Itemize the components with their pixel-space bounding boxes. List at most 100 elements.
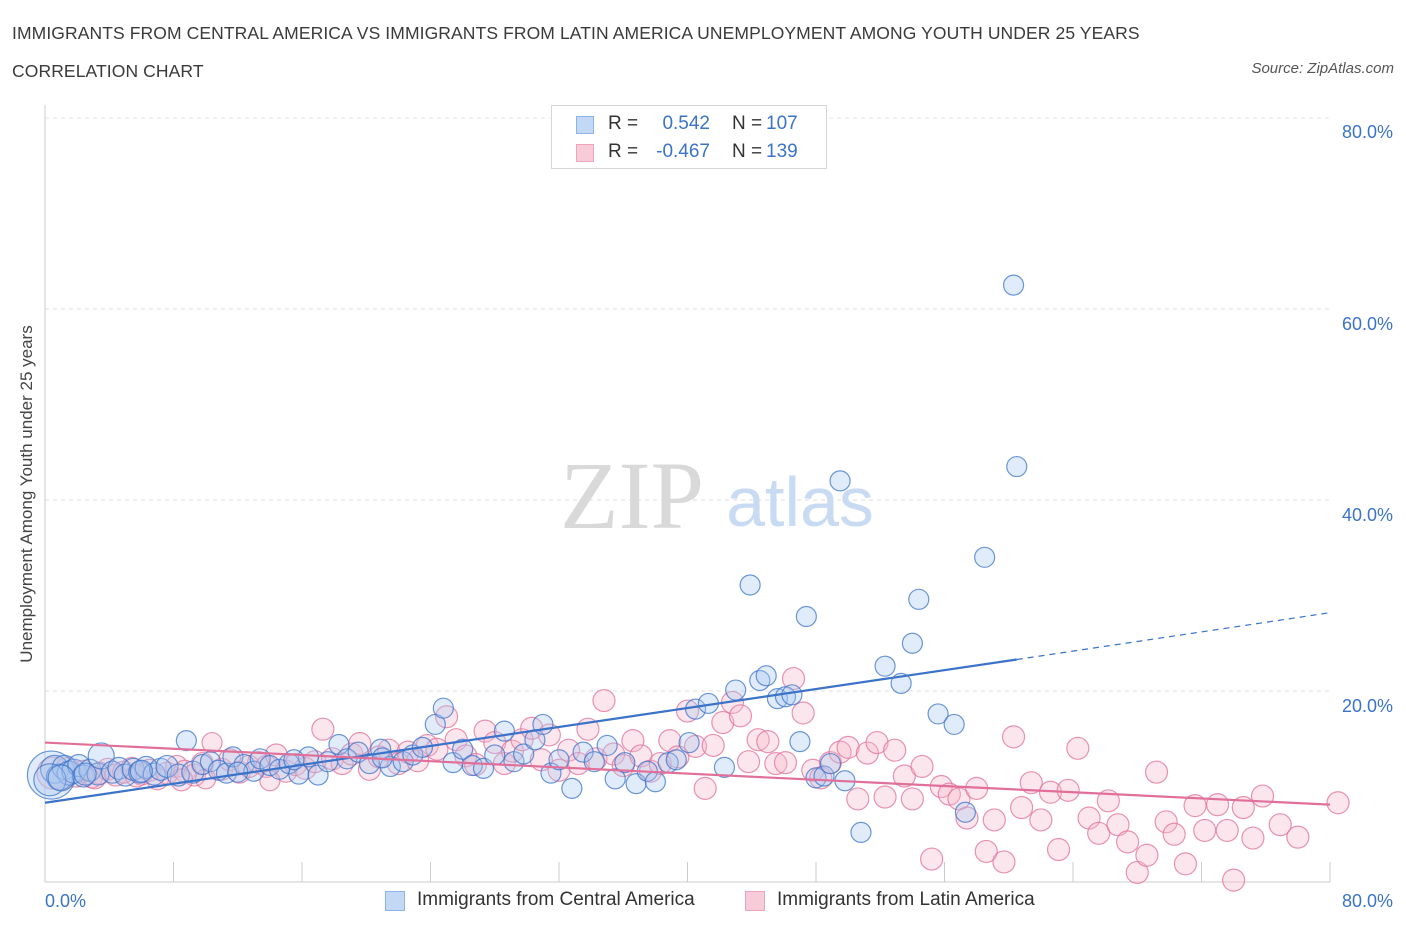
central-america-point [755, 665, 777, 687]
central-america-point [927, 703, 949, 725]
central-america-point [604, 768, 626, 790]
central-america-point [819, 752, 842, 775]
legend-swatch-blue [385, 891, 405, 911]
latin-america-point [910, 754, 934, 779]
latin-america-point [1241, 826, 1265, 850]
legend-label-central-america: Immigrants from Central America [417, 889, 695, 910]
latin-america-point [1154, 810, 1178, 834]
central-america-point [227, 761, 249, 783]
central-america-point [128, 760, 152, 784]
latin-america-point [1268, 813, 1292, 837]
latin-america-point [1205, 793, 1230, 817]
latin-america-point [974, 839, 998, 864]
r-value-pink: -0.467 [656, 141, 710, 162]
latin-america-point [1144, 760, 1169, 784]
grid-lines [45, 117, 1330, 692]
central-america-point [850, 821, 872, 843]
legend-label-latin-america: Immigrants from Latin America [777, 889, 1035, 910]
latin-america-point [1222, 868, 1246, 892]
central-america-point [1002, 274, 1025, 296]
central-america-point [725, 679, 747, 701]
central-america-point [432, 697, 454, 719]
y-axis-label: Unemployment Among Youth under 25 years [17, 325, 36, 663]
central-america-point [73, 762, 97, 786]
latin-america-point [1215, 818, 1239, 843]
central-america-point [974, 546, 996, 568]
latin-america-point [746, 728, 770, 752]
latin-america-point [1116, 830, 1140, 854]
n-value-blue: 107 [766, 113, 798, 134]
central-america-point [795, 605, 817, 628]
source-label: Source: ZipAtlas.com [1251, 60, 1394, 77]
central-america-point [596, 734, 618, 757]
legend-swatch-pink [576, 144, 594, 162]
latin-america-point [865, 730, 889, 755]
central-america-point [739, 574, 761, 596]
central-america-point [1006, 455, 1028, 478]
central-america-point [583, 751, 605, 773]
latin-america-point [1193, 818, 1217, 843]
central-america-point [149, 757, 173, 781]
central-america-point [199, 751, 222, 773]
central-america-point [166, 763, 190, 787]
latin-america-point [1001, 725, 1026, 749]
central-america-point [781, 684, 803, 706]
latin-america-point [1162, 822, 1186, 846]
central-america-point [678, 731, 700, 754]
latin-america-point [873, 785, 897, 809]
latin-america-point [1326, 791, 1350, 815]
central-america-point [789, 731, 811, 753]
latin-america-point [920, 847, 944, 871]
latin-america-point [955, 806, 979, 830]
latin-america-point [773, 751, 798, 775]
latin-america-point [728, 704, 753, 728]
latin-america-point [736, 750, 761, 774]
legend-swatch-blue [576, 116, 594, 134]
central-america-point [805, 767, 827, 789]
central-america-point [47, 764, 75, 792]
latin-america-point [711, 710, 735, 735]
n-label: N = [732, 113, 763, 134]
latin-america-point [756, 730, 780, 754]
latin-america-point [781, 666, 806, 691]
latin-america-point [434, 705, 459, 729]
central-america-point [379, 755, 401, 778]
y-tick-label: 40.0% [1341, 505, 1393, 525]
central-america-point [452, 738, 474, 760]
latin-america-point [1087, 821, 1111, 845]
central-america-point [288, 763, 310, 785]
central-america-point [713, 756, 736, 779]
latin-america-point [1029, 808, 1053, 832]
latin-america-point [1173, 852, 1198, 876]
central-america-point [614, 752, 636, 774]
trend-lines [44, 612, 1331, 806]
latin-america-point [1135, 843, 1159, 867]
central-america-point [908, 588, 930, 610]
n-label: N = [732, 141, 763, 162]
latin-america-point [1286, 825, 1310, 849]
y-tick-label: 60.0% [1341, 314, 1393, 334]
central-america-point [33, 763, 67, 797]
central-america-point [548, 749, 570, 771]
trend-line-central-america-projection [1016, 612, 1331, 661]
latin-america-point [836, 735, 860, 759]
central-america-point [191, 753, 214, 776]
latin-america-point [1250, 784, 1275, 808]
latin-america-point [1009, 795, 1034, 820]
x-tick-label: 0.0% [45, 891, 87, 911]
central-america-point [943, 713, 965, 736]
y-tick-label: 20.0% [1341, 696, 1393, 716]
legend-swatch-pink [745, 891, 765, 911]
latin-america-point [883, 738, 907, 762]
latin-america-point [1046, 837, 1071, 862]
x-tick-label: 80.0% [1341, 891, 1393, 911]
r-value-blue: 0.542 [662, 113, 710, 134]
latin-america-point [1231, 795, 1255, 820]
chart-title: IMMIGRANTS FROM CENTRAL AMERICA VS IMMIG… [12, 23, 1140, 81]
trend-line-latin-america [44, 741, 1331, 806]
central-america-point [874, 655, 896, 677]
latin-america-point [764, 751, 788, 776]
axes [44, 105, 1331, 883]
latin-america-point [701, 733, 725, 758]
